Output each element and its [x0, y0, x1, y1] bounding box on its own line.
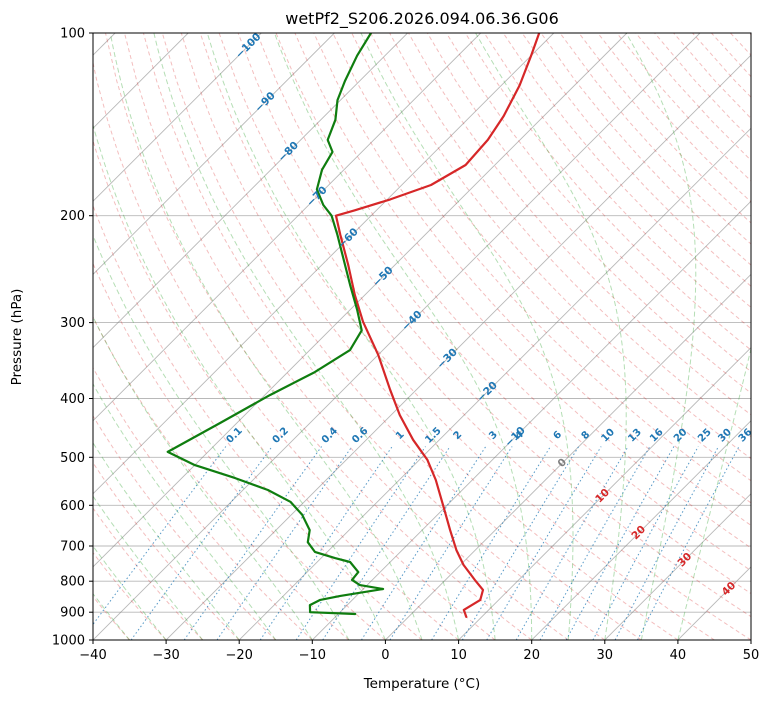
svg-text:30: 30 [597, 648, 614, 663]
svg-text:0.4: 0.4 [320, 425, 340, 445]
svg-text:600: 600 [60, 499, 85, 514]
svg-text:0.2: 0.2 [271, 425, 291, 445]
svg-text:0: 0 [381, 648, 389, 663]
svg-text:100: 100 [60, 27, 85, 42]
svg-text:500: 500 [60, 451, 85, 466]
svg-text:20: 20 [523, 648, 540, 663]
svg-text:1.5: 1.5 [423, 425, 443, 445]
svg-text:200: 200 [60, 209, 85, 224]
svg-text:50: 50 [743, 648, 760, 663]
svg-text:−20: −20 [225, 648, 252, 663]
svg-text:20: 20 [672, 427, 690, 445]
svg-text:1: 1 [394, 429, 407, 442]
svg-text:700: 700 [60, 540, 85, 555]
svg-text:300: 300 [60, 316, 85, 331]
svg-text:8: 8 [580, 429, 593, 442]
x-axis-label: Temperature (°C) [363, 676, 481, 692]
svg-text:400: 400 [60, 392, 85, 407]
svg-text:1000: 1000 [52, 634, 85, 649]
svg-text:−100: −100 [233, 31, 263, 61]
svg-text:36: 36 [737, 427, 755, 445]
chart-title: wetPf2_S206.2026.094.06.36.G06 [285, 9, 559, 28]
svg-text:2: 2 [452, 429, 465, 442]
svg-text:40: 40 [670, 648, 687, 663]
svg-text:10: 10 [599, 427, 617, 445]
svg-text:−40: −40 [79, 648, 106, 663]
svg-text:13: 13 [626, 427, 644, 445]
y-axis-label: Pressure (hPa) [9, 288, 25, 386]
svg-text:800: 800 [60, 575, 85, 590]
svg-text:−30: −30 [152, 648, 179, 663]
svg-text:900: 900 [60, 606, 85, 621]
svg-text:6: 6 [552, 429, 565, 442]
svg-text:0.6: 0.6 [350, 425, 370, 445]
svg-text:16: 16 [648, 427, 666, 445]
svg-text:−10: −10 [299, 648, 326, 663]
svg-text:10: 10 [450, 648, 467, 663]
svg-text:0.1: 0.1 [224, 425, 244, 445]
